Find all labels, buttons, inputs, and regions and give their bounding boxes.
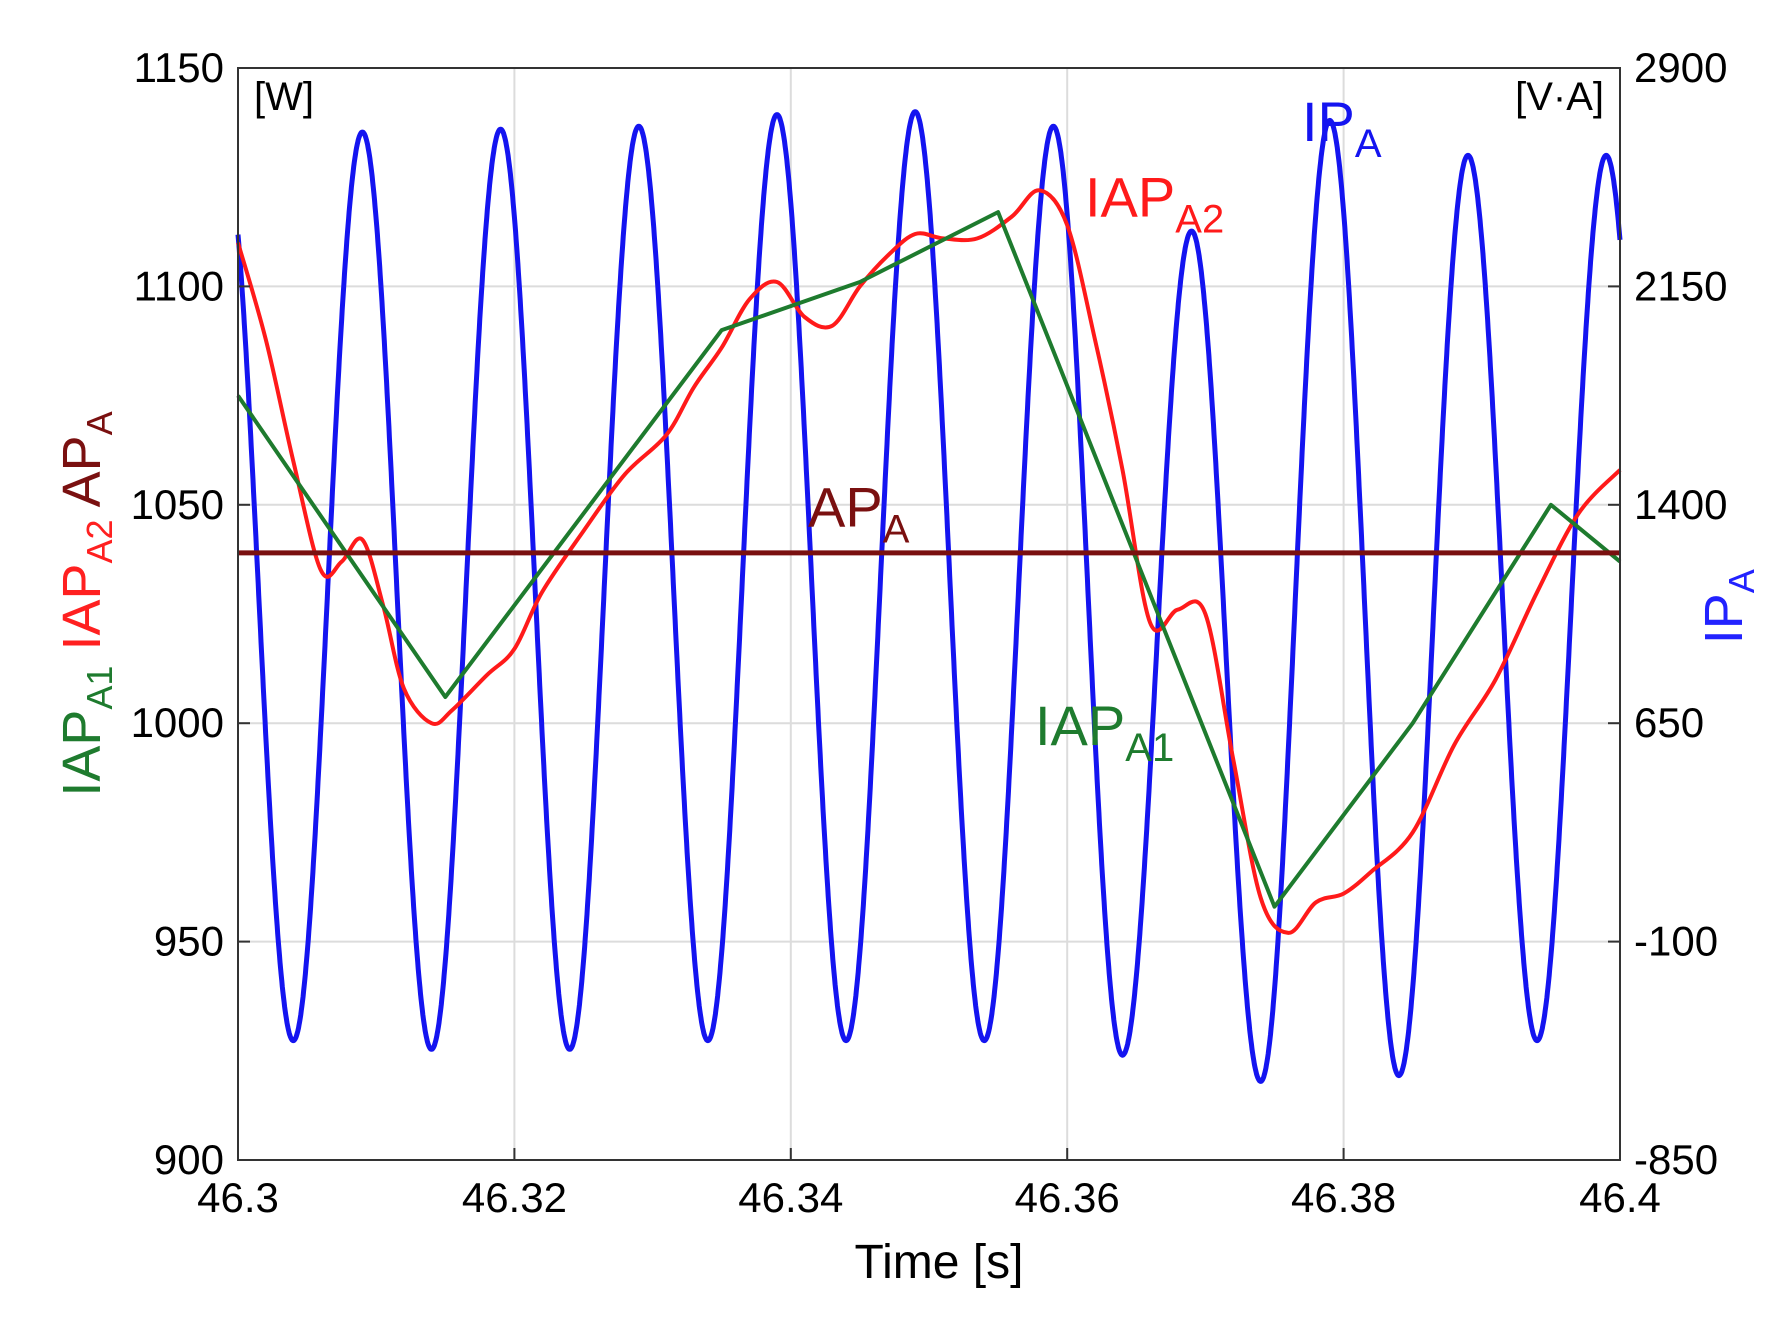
left-y-title-iap-a2-base: IAP	[52, 563, 112, 650]
left-y-title-iap-a1-sub: A1	[79, 666, 120, 710]
right-y-tick-label: -100	[1634, 918, 1718, 965]
annotation-iap-a1-base: IAP	[1035, 694, 1125, 757]
left-y-title-ap-a-sub: A	[79, 411, 120, 435]
x-tick-label: 46.38	[1291, 1174, 1396, 1221]
x-tick-label: 46.36	[1015, 1174, 1120, 1221]
annotation-ip-a-base: IP	[1302, 90, 1355, 153]
left-y-title-iap-a1-base: IAP	[52, 710, 112, 797]
left-y-tick-label: 1000	[131, 699, 224, 746]
left-y-axis-title: IAPA1 IAPA2 APA	[52, 411, 120, 796]
annotation-iap-a2-base: IAP	[1085, 166, 1175, 229]
series-line-iap-a2	[236, 188, 1622, 935]
annotation-ap-a: APA	[808, 476, 910, 552]
annotation-iap-a1-sub: A1	[1125, 726, 1174, 770]
annotation-iap-a1: IAPA1	[1035, 694, 1174, 770]
annotation-ip-a-sub: A	[1355, 122, 1382, 166]
left-y-title-space-1	[52, 651, 112, 666]
right-y-title-sub: A	[1721, 569, 1762, 593]
left-unit-label: [W]	[254, 75, 314, 119]
annotation-ap-a-sub: A	[883, 508, 910, 552]
x-tick-label: 46.34	[738, 1174, 843, 1221]
x-tick-label: 46.32	[462, 1174, 567, 1221]
x-axis-title: Time [s]	[855, 1236, 1024, 1289]
left-y-tick-label: 950	[154, 918, 224, 965]
right-y-tick-label: 2900	[1634, 44, 1727, 91]
left-y-tick-label: 1100	[134, 262, 224, 309]
plot-frame	[237, 67, 1621, 1161]
annotation-ip-a: IPA	[1302, 90, 1382, 166]
left-y-title-space-2	[52, 507, 112, 519]
tick-layer: 46.3 46.32 46.34 46.36 46.38 46.4 900 950 1000 10…	[131, 44, 1728, 1221]
left-y-tick-label: 1150	[134, 44, 224, 91]
series-layer	[235, 109, 1623, 1084]
series-line-ip-a	[235, 109, 1623, 1084]
left-y-title-iap-a2-sub: A2	[79, 519, 120, 563]
right-y-axis-title: IPA	[1694, 569, 1762, 644]
series-line-iap-a1	[236, 210, 1622, 909]
left-y-tick-label: 1050	[131, 481, 224, 528]
right-y-tick-label: 650	[1634, 699, 1704, 746]
right-y-tick-label: 1400	[1634, 481, 1727, 528]
x-tick-label: 46.3	[197, 1174, 279, 1221]
annotation-iap-a2: IAPA2	[1085, 166, 1224, 242]
left-y-tick-label: 900	[154, 1136, 224, 1183]
right-y-title-base: IP	[1694, 593, 1754, 644]
right-y-tick-label: 2150	[1634, 262, 1727, 309]
right-y-tick-label: -850	[1634, 1136, 1718, 1183]
annotation-iap-a2-sub: A2	[1175, 198, 1224, 242]
x-tick-label: 46.4	[1579, 1174, 1661, 1221]
right-unit-label: [V·A]	[1515, 75, 1604, 119]
left-y-title-ap-a-base: AP	[52, 435, 112, 507]
annotation-ap-a-base: AP	[808, 476, 883, 539]
